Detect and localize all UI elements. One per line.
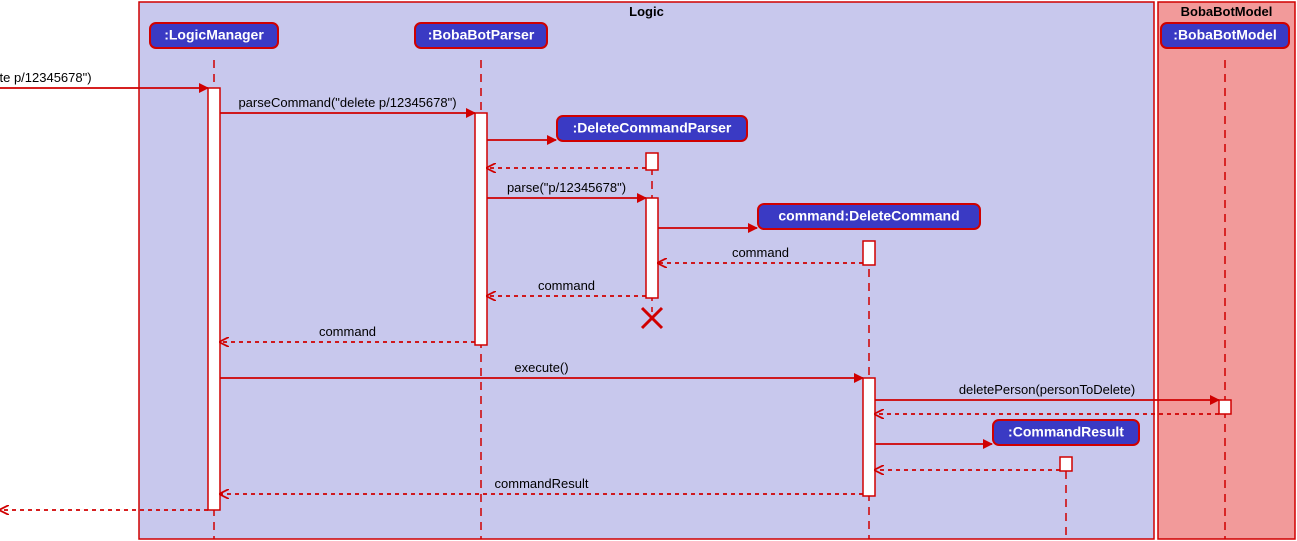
frame-label: Logic	[629, 4, 664, 19]
activation-bar	[646, 198, 658, 298]
participant-cr: :CommandResult	[993, 420, 1139, 445]
activation-bar	[475, 113, 487, 345]
activation-bar	[208, 88, 220, 510]
participant-label: :CommandResult	[1008, 424, 1124, 440]
message-label: deletePerson(personToDelete)	[959, 382, 1135, 397]
participant-label: :LogicManager	[164, 27, 264, 43]
message-label: command	[732, 245, 789, 260]
frame-label: BobaBotModel	[1181, 4, 1273, 19]
message-label: execute()	[514, 360, 568, 375]
activation-bar	[863, 378, 875, 496]
frame-model: BobaBotModel	[1158, 2, 1295, 539]
participant-label: :BobaBotParser	[428, 27, 535, 43]
participant-botmodel: :BobaBotModel	[1161, 23, 1289, 48]
activation-bar	[1060, 457, 1072, 471]
activation-bar	[863, 241, 875, 265]
message-label: command	[538, 278, 595, 293]
participant-logicmgr: :LogicManager	[150, 23, 278, 48]
participant-label: :BobaBotModel	[1173, 27, 1276, 43]
message-label: command	[319, 324, 376, 339]
message-label: parseCommand("delete p/12345678")	[238, 95, 456, 110]
activation-bar	[1219, 400, 1231, 414]
participant-dc: command:DeleteCommand	[758, 204, 980, 229]
participant-label: :DeleteCommandParser	[573, 120, 732, 136]
message-label: execute("delete p/12345678")	[0, 70, 92, 85]
participant-dcp: :DeleteCommandParser	[557, 116, 747, 141]
message-label: parse("p/12345678")	[507, 180, 626, 195]
participant-parser: :BobaBotParser	[415, 23, 547, 48]
participant-label: command:DeleteCommand	[778, 208, 959, 224]
message-label: commandResult	[495, 476, 589, 491]
activation-bar	[646, 153, 658, 170]
